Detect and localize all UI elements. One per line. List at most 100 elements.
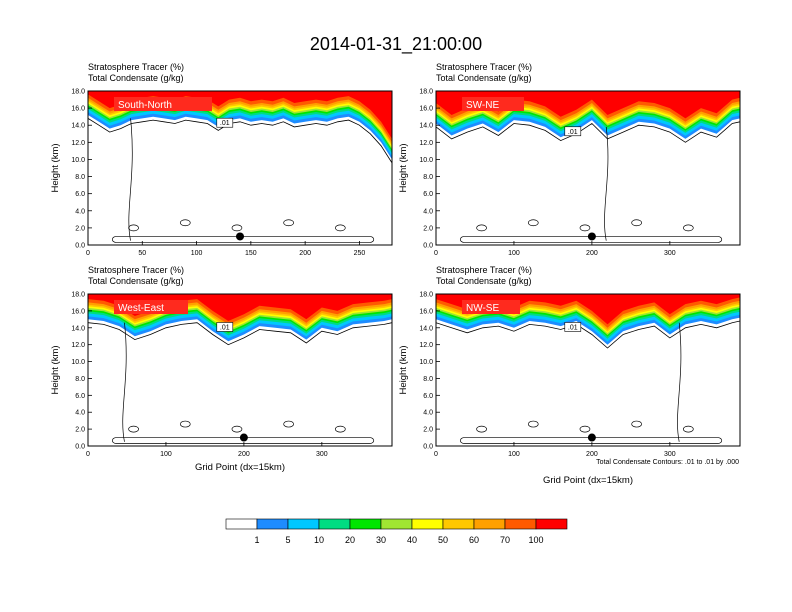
- condensate-contour-cell: [334, 224, 346, 232]
- y-axis-label: Height (km): [50, 143, 61, 192]
- panel-plot-area: .01: [436, 91, 740, 243]
- labelbar-swatch-7: [442, 518, 475, 530]
- y-tick-label: 12.0: [71, 140, 85, 147]
- panel-header-condensate: Total Condensate (g/kg): [88, 276, 184, 286]
- y-tick-label: 8.0: [75, 174, 85, 181]
- x-tick-label: 0: [434, 451, 438, 458]
- color-labelbar: 1 5 10 20 30 40 50 60 70 100: [225, 518, 568, 545]
- labelbar-swatch-10: [535, 518, 568, 530]
- condensate-contour-cell: [476, 224, 487, 232]
- contour-label-box: [564, 126, 582, 137]
- location-marker: [587, 433, 596, 442]
- condensate-contour-cell: [579, 224, 591, 232]
- labelbar-swatch-2: [287, 518, 320, 530]
- labelbar-label: 40: [407, 535, 417, 545]
- y-tick-label: 0.0: [75, 444, 85, 451]
- panel-header-condensate: Total Condensate (g/kg): [436, 73, 532, 83]
- x-tick-label: 0: [86, 451, 90, 458]
- y-tick-label: 14.0: [71, 325, 85, 332]
- panel-south-north: Stratosphere Tracer (%)Total Condensate …: [50, 62, 393, 257]
- contour-note: Total Condensate Contours: .01 to .01 by…: [596, 459, 739, 466]
- panel-plot-area: .01: [88, 294, 392, 444]
- y-tick-label: 6.0: [75, 191, 85, 198]
- y-tick-label: 4.0: [423, 208, 433, 215]
- labelbar-swatch-3: [318, 518, 351, 530]
- panel-label-bg: [462, 97, 524, 111]
- x-tick-label: 100: [191, 250, 203, 257]
- y-tick-label: 10.0: [419, 359, 433, 366]
- x-tick-label: 100: [508, 250, 520, 257]
- y-tick-label: 10.0: [71, 359, 85, 366]
- x-tick-label: 300: [664, 451, 676, 458]
- y-tick-label: 8.0: [75, 376, 85, 383]
- condensate-contour-cell: [283, 219, 294, 227]
- y-tick-label: 12.0: [419, 140, 433, 147]
- condensate-contour-column: [122, 322, 127, 442]
- condensate-contour-cell: [682, 425, 694, 433]
- x-tick-label: 200: [586, 451, 598, 458]
- condensate-contour-column: [604, 126, 609, 241]
- y-tick-label: 4.0: [75, 410, 85, 417]
- location-marker: [239, 433, 248, 442]
- panel-frame: [87, 90, 393, 246]
- y-tick-label: 4.0: [75, 208, 85, 215]
- panel-west-east: Stratosphere Tracer (%)Total Condensate …: [50, 265, 393, 458]
- contour-label-box: [216, 322, 234, 332]
- y-tick-label: 18.0: [71, 89, 85, 96]
- panel-label: SW-NE: [466, 100, 499, 111]
- panel-header-tracer: Stratosphere Tracer (%): [88, 265, 184, 275]
- panel-sw-ne: Stratosphere Tracer (%)Total Condensate …: [398, 62, 741, 257]
- y-tick-label: 18.0: [419, 89, 433, 96]
- labelbar-swatch-4: [349, 518, 382, 530]
- x-tick-label: 0: [86, 250, 90, 257]
- y-axis-label: Height (km): [398, 345, 409, 394]
- y-tick-label: 12.0: [419, 342, 433, 349]
- y-axis-label: Height (km): [398, 143, 409, 192]
- panel-frame: [87, 293, 393, 447]
- condensate-contour-cell: [631, 219, 642, 227]
- location-marker: [236, 232, 244, 241]
- y-tick-label: 2.0: [75, 225, 85, 232]
- tracer-band-10: [88, 91, 392, 139]
- condensate-contour-upper: [436, 121, 740, 143]
- y-tick-label: 14.0: [419, 123, 433, 130]
- y-tick-label: 10.0: [71, 157, 85, 164]
- labelbar-label: 5: [285, 535, 290, 545]
- y-tick-label: 0.0: [423, 444, 433, 451]
- panel-label-bg: [114, 97, 212, 111]
- condensate-contour-upper: [88, 118, 392, 164]
- panel-label-bg: [462, 300, 520, 314]
- condensate-contour-cell: [579, 425, 591, 433]
- x-tick-label: 100: [160, 451, 172, 458]
- x-tick-label: 300: [316, 451, 328, 458]
- x-tick-label: 200: [238, 451, 250, 458]
- condensate-contour-cell: [128, 224, 139, 232]
- panel-nw-se: Stratosphere Tracer (%)Total Condensate …: [398, 265, 741, 458]
- condensate-contour-cell: [283, 420, 294, 428]
- y-tick-label: 0.0: [75, 243, 85, 250]
- x-axis-label-right: Grid Point (dx=15km): [543, 475, 633, 486]
- condensate-contour-cell: [682, 224, 694, 232]
- condensate-contour-cell: [631, 420, 642, 428]
- y-tick-label: 6.0: [423, 393, 433, 400]
- labelbar-swatch-9: [504, 518, 537, 530]
- x-tick-label: 150: [245, 250, 257, 257]
- x-tick-label: 200: [299, 250, 311, 257]
- panel-header-tracer: Stratosphere Tracer (%): [436, 265, 532, 275]
- y-tick-label: 2.0: [423, 427, 433, 434]
- condensate-contour-cell: [527, 420, 539, 428]
- panel-header-condensate: Total Condensate (g/kg): [436, 276, 532, 286]
- x-axis-label-left: Grid Point (dx=15km): [195, 462, 285, 473]
- labelbar-label: 1: [254, 535, 259, 545]
- labelbar-label: 70: [500, 535, 510, 545]
- figure-title: 2014-01-31_21:00:00: [310, 34, 482, 55]
- panel-frame: [435, 90, 741, 246]
- y-tick-label: 6.0: [423, 191, 433, 198]
- y-tick-label: 6.0: [75, 393, 85, 400]
- y-tick-label: 2.0: [423, 225, 433, 232]
- condensate-contour-cell: [128, 425, 139, 433]
- location-marker: [587, 232, 596, 241]
- contour-label: .01: [220, 324, 230, 331]
- condensate-contour-column: [677, 322, 682, 442]
- contour-label-box: [564, 322, 582, 332]
